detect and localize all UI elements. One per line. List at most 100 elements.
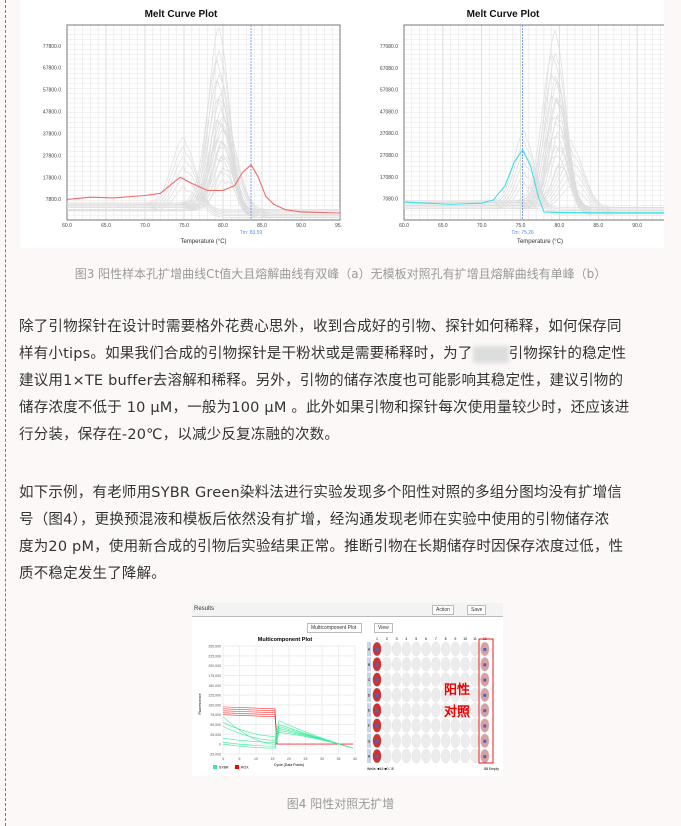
well: [460, 702, 470, 718]
row-label: E: [368, 709, 371, 713]
well: [431, 687, 441, 703]
x-tick-label: 60.0: [62, 223, 72, 229]
row-header: [367, 687, 371, 702]
view-button[interactable]: View: [374, 623, 393, 633]
text-line: 样有小tips。如果我们合成的引物探针是干粉状或是需要稀释时，为了 引物探针的稳定…: [19, 341, 669, 368]
plot-frame: [403, 24, 664, 221]
paragraph-2: 如下示例，有老师用SYBR Green染料法进行实验发现多个阳性对照的多组分图均…: [19, 480, 669, 588]
well: [470, 657, 480, 672]
well: [382, 687, 392, 703]
well-task-icon: [375, 739, 379, 743]
text-line: 质不稳定发生了降解。: [19, 566, 166, 582]
y-tick-label: 7800.0: [46, 197, 62, 203]
y-tick-label: 77800.0: [43, 44, 61, 50]
sybr-curve: [222, 720, 354, 749]
well: [421, 641, 431, 657]
empty-count: 88 Empty: [484, 767, 499, 771]
well-task-icon: [483, 755, 487, 759]
x-tick-label: 85.0: [593, 223, 603, 229]
row-header: [367, 749, 371, 764]
background-melt-curve: [67, 140, 340, 214]
well: [392, 657, 402, 672]
well: [440, 672, 451, 687]
y-tick-label: 225,000: [208, 654, 221, 658]
annotation-line: 阳性: [444, 683, 471, 698]
plot-frame: [66, 24, 341, 221]
column-label: 1: [376, 637, 378, 641]
well: [401, 657, 412, 672]
text-line: 储存浓度不低于 10 μM，一般为100 μM 。此外如果引物和探针每次使用量较…: [19, 400, 630, 416]
column-label: 11: [473, 637, 477, 641]
tm-label: Tm: 75.26: [511, 230, 534, 236]
column-label: 6: [425, 637, 427, 641]
well-task-icon: [375, 755, 379, 759]
well: [440, 702, 451, 718]
background-melt-curve: [404, 171, 664, 215]
well: [401, 641, 412, 657]
well: [460, 733, 470, 749]
x-axis-label: Temperature (°C): [517, 239, 563, 245]
x-tick-label: 15: [271, 757, 275, 761]
text-segment: 引物探针的稳定性: [508, 346, 627, 362]
legend-swatch: [213, 765, 217, 769]
background-melt-curve: [67, 115, 340, 211]
annotation-line: 对照: [444, 705, 471, 720]
well: [460, 718, 470, 733]
well: [401, 733, 412, 749]
well: [470, 687, 480, 703]
well-task-icon: [375, 709, 379, 713]
plot-type-select[interactable]: Multicomponent Plot: [307, 623, 362, 633]
x-tick-label: 35: [337, 757, 341, 761]
row-header: [367, 642, 371, 656]
well: [421, 657, 431, 672]
x-tick-label: 75.0: [516, 223, 526, 229]
well-task-icon: [375, 693, 379, 697]
figure-3-caption: 图3 阳性样本孔扩增曲线Ct值大且熔解曲线有双峰（a）无模板对照孔有扩增且熔解曲…: [74, 267, 607, 281]
melt-curve-plot-a: 7800.0 17800.0 27800.0 37800.0 47800.0 57800.…: [43, 24, 342, 245]
highlighted-melt-curve: [403, 149, 664, 214]
x-tick-label: 60.0: [399, 223, 409, 229]
well: [411, 672, 421, 687]
well: [450, 657, 461, 672]
well: [431, 672, 441, 687]
row-header: [367, 733, 371, 748]
legend-label: ROX: [241, 766, 249, 770]
well: [401, 748, 412, 764]
well: [382, 748, 392, 764]
figure-4-caption: 图4 阳性对照无扩增: [286, 797, 395, 811]
well: [440, 733, 451, 749]
well: [392, 748, 402, 764]
well: [460, 641, 470, 657]
x-tick-label: 10: [254, 757, 258, 761]
well: [401, 687, 412, 703]
x-tick-label: 40: [353, 757, 357, 761]
y-tick-label: 0: [219, 743, 221, 747]
well-task-icon: [483, 663, 487, 667]
figure-4: Results Action Save Multicomponent Plot …: [192, 603, 503, 776]
well: [470, 733, 480, 749]
tm-label: Tm: 83.59: [240, 230, 263, 236]
text-line: 建议用1×TE buffer去溶解和稀释。另外，引物的储存浓度也可能影响其稳定性…: [19, 373, 624, 389]
well: [450, 702, 461, 718]
row-label: F: [368, 724, 370, 728]
well-task-icon: [375, 663, 379, 667]
text-line: 除了引物探针在设计时需要格外花费心思外，收到合成好的引物、探针如何稀释，如何保存…: [19, 319, 622, 335]
background-melt-curve: [67, 153, 340, 215]
well: [392, 672, 402, 687]
save-button[interactable]: Save: [467, 605, 487, 615]
well: [431, 733, 441, 749]
well: [392, 641, 402, 657]
well: [450, 641, 461, 657]
column-label: 5: [415, 637, 417, 641]
rox-curve: [222, 714, 353, 745]
action-button[interactable]: Action: [432, 605, 454, 615]
positive-control-label: 阳性 对照: [444, 680, 470, 724]
well: [460, 687, 470, 703]
text-line: 号（图4），更换预混液和模板后依然没有扩增，经沟通发现老师在实验中使用的引物储存…: [19, 512, 610, 528]
background-melt-curve: [67, 166, 340, 217]
x-tick-label: 5: [239, 757, 241, 761]
sybr-curve: [222, 732, 354, 749]
plot-a-title: Melt Curve Plot: [144, 9, 218, 20]
highlighted-melt-curve: [66, 164, 341, 214]
